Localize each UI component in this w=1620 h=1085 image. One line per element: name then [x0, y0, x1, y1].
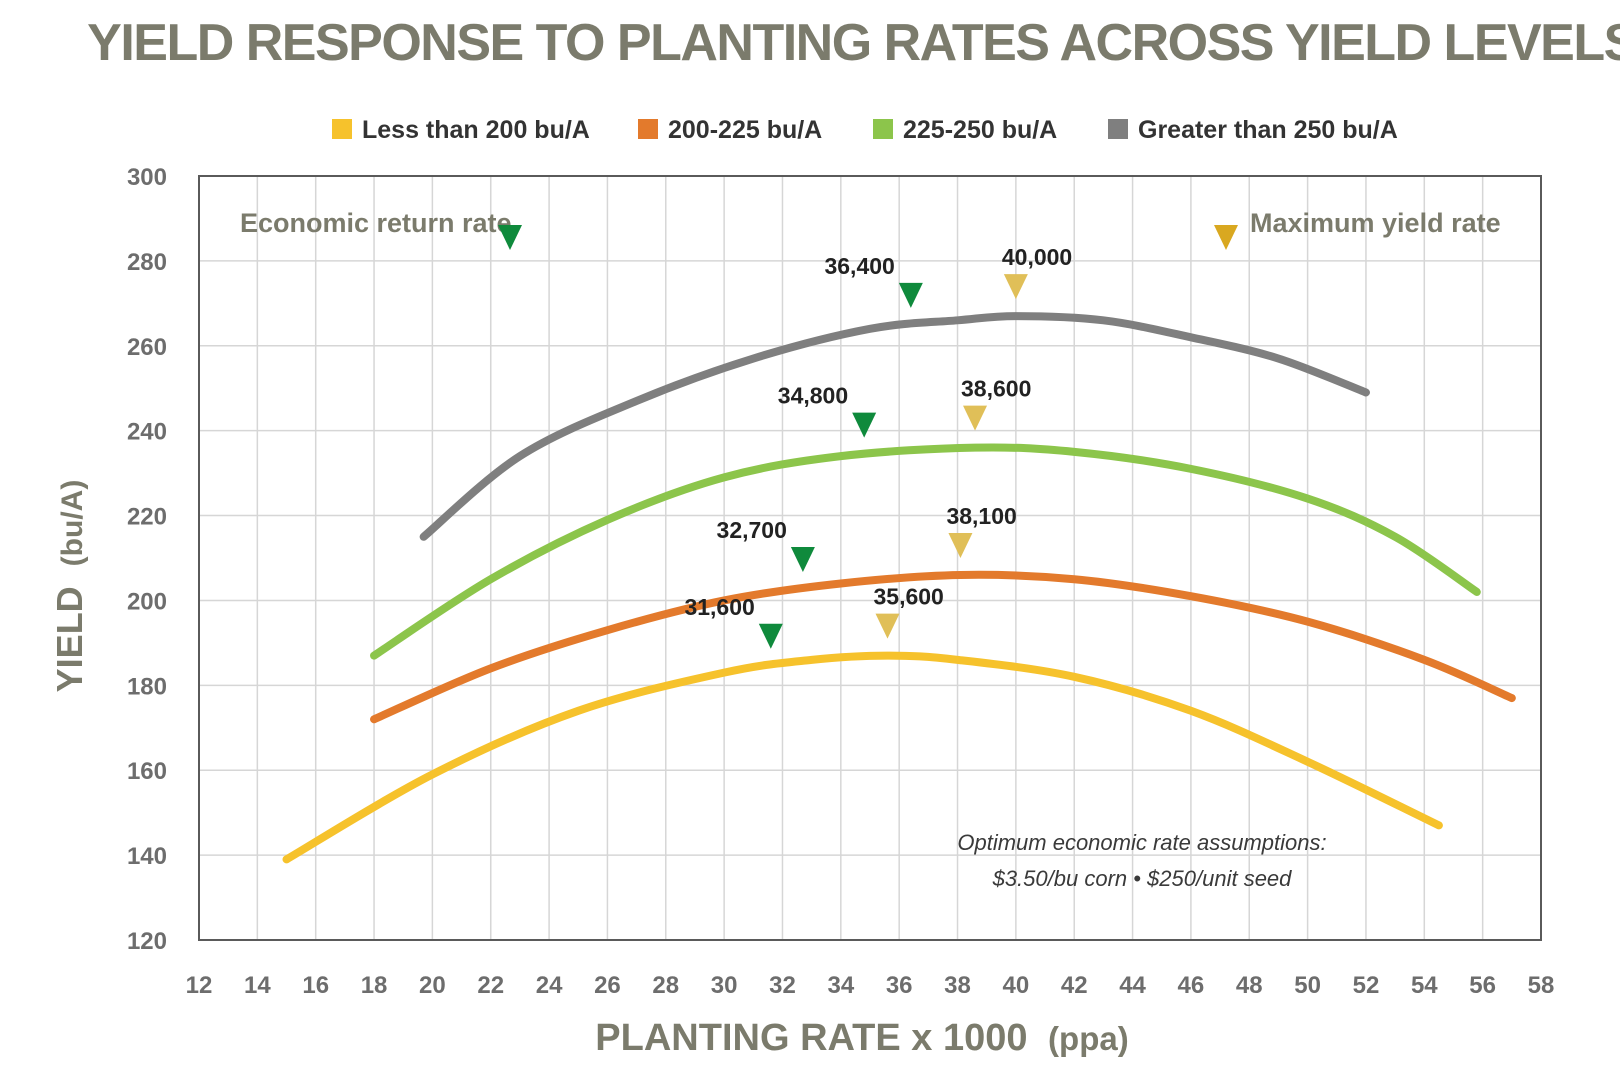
y-tick-label: 240	[127, 419, 167, 446]
y-tick-label: 300	[127, 164, 167, 191]
x-tick-label: 16	[302, 972, 329, 999]
x-tick-label: 34	[827, 972, 854, 999]
x-tick-label: 26	[594, 972, 621, 999]
max-marker-1	[948, 532, 973, 558]
economic-marker-1	[790, 546, 815, 572]
y-tick-label: 200	[127, 588, 167, 615]
y-axis-label-unit: (bu/A)	[56, 480, 89, 567]
x-tick-label: 30	[711, 972, 738, 999]
legend-swatch-3	[1108, 119, 1128, 139]
legend-label-0: Less than 200 bu/A	[362, 116, 590, 144]
x-tick-label: 42	[1061, 972, 1088, 999]
legend-label-2: 225-250 bu/A	[903, 116, 1057, 144]
x-tick-label: 46	[1178, 972, 1205, 999]
max-rate-label-1: 38,100	[946, 503, 1016, 529]
economic-rate-label-1: 32,700	[717, 517, 787, 543]
marker-group: 31,600 35,600 32,700 38,100 34,800 38,600 36,4…	[684, 244, 1072, 649]
max-rate-label-3: 40,000	[1002, 244, 1072, 270]
legend: Less than 200 bu/A 200-225 bu/A 225-250 bu…	[332, 116, 1398, 144]
legend-swatch-0	[332, 119, 352, 139]
x-tick-label: 36	[886, 972, 913, 999]
max-marker-2	[963, 405, 988, 431]
x-tick-label: 48	[1236, 972, 1263, 999]
economic-rate-label-0: 31,600	[684, 594, 754, 620]
legend-label-3: Greater than 250 bu/A	[1138, 116, 1398, 144]
annotation-group: Economic return rate Maximum yield rate …	[240, 208, 1501, 891]
series-line-3	[419, 312, 1370, 541]
chart-title: YIELD RESPONSE TO PLANTING RATES ACROSS …	[87, 14, 1620, 72]
economic-marker-2	[852, 412, 877, 438]
x-tick-label: 56	[1469, 972, 1496, 999]
x-tick-label: 12	[186, 972, 213, 999]
economic-return-label: Economic return rate	[240, 208, 512, 238]
max-rate-label-2: 38,600	[961, 376, 1031, 402]
legend-swatch-2	[873, 119, 893, 139]
y-tick-label: 260	[127, 334, 167, 361]
y-axis-ticks: 120 140 160 180 200 220 240 260 280 300	[127, 164, 167, 955]
x-tick-label: 58	[1528, 972, 1555, 999]
y-axis-label-main: YIELD	[49, 586, 90, 692]
x-tick-label: 22	[477, 972, 504, 999]
y-tick-label: 160	[127, 758, 167, 785]
x-axis-label-main: PLANTING RATE x 1000	[595, 1017, 1027, 1059]
x-axis-ticks: 12 14 16 18 20 22 24 26 28 30 32 34 36 38 40 42 44 46 48 50…	[186, 972, 1555, 999]
maximum-key-marker	[1214, 225, 1238, 250]
x-tick-label: 38	[944, 972, 971, 999]
y-axis-label: YIELD (bu/A)	[49, 480, 90, 693]
economic-key-marker	[498, 225, 522, 250]
x-tick-label: 50	[1294, 972, 1321, 999]
plot-border	[198, 175, 1542, 941]
series-line-0	[282, 651, 1443, 864]
assumptions-line-2: $3.50/bu corn • $250/unit seed	[992, 866, 1293, 891]
economic-marker-3	[898, 282, 923, 308]
x-tick-label: 52	[1353, 972, 1380, 999]
x-tick-label: 18	[361, 972, 388, 999]
x-tick-label: 24	[536, 972, 563, 999]
x-tick-label: 44	[1119, 972, 1146, 999]
series-line-2	[370, 443, 1481, 660]
max-rate-label-0: 35,600	[874, 584, 944, 610]
series-group	[282, 312, 1516, 864]
x-tick-label: 14	[244, 972, 271, 999]
y-tick-label: 180	[127, 673, 167, 700]
x-tick-label: 40	[1003, 972, 1030, 999]
economic-marker-0	[758, 623, 783, 649]
y-tick-label: 120	[127, 928, 167, 955]
max-marker-0	[875, 613, 900, 639]
max-marker-3	[1003, 274, 1028, 300]
plot-area	[199, 176, 1541, 940]
x-tick-label: 32	[769, 972, 796, 999]
plot-background	[199, 176, 1541, 940]
series-line-1	[370, 570, 1516, 724]
legend-swatch-1	[638, 119, 658, 139]
y-tick-label: 220	[127, 504, 167, 531]
y-tick-label: 140	[127, 843, 167, 870]
economic-rate-label-2: 34,800	[778, 383, 848, 409]
x-tick-label: 54	[1411, 972, 1438, 999]
x-tick-label: 20	[419, 972, 446, 999]
legend-label-1: 200-225 bu/A	[668, 116, 822, 144]
x-axis-label: PLANTING RATE x 1000 (ppa)	[595, 1017, 1128, 1059]
assumptions-line-1: Optimum economic rate assumptions:	[957, 830, 1326, 855]
y-tick-label: 280	[127, 249, 167, 276]
x-axis-label-unit: (ppa)	[1048, 1020, 1129, 1057]
x-tick-label: 28	[652, 972, 679, 999]
economic-rate-label-3: 36,400	[824, 253, 894, 279]
gridlines	[198, 175, 1542, 941]
maximum-yield-label: Maximum yield rate	[1250, 208, 1501, 238]
